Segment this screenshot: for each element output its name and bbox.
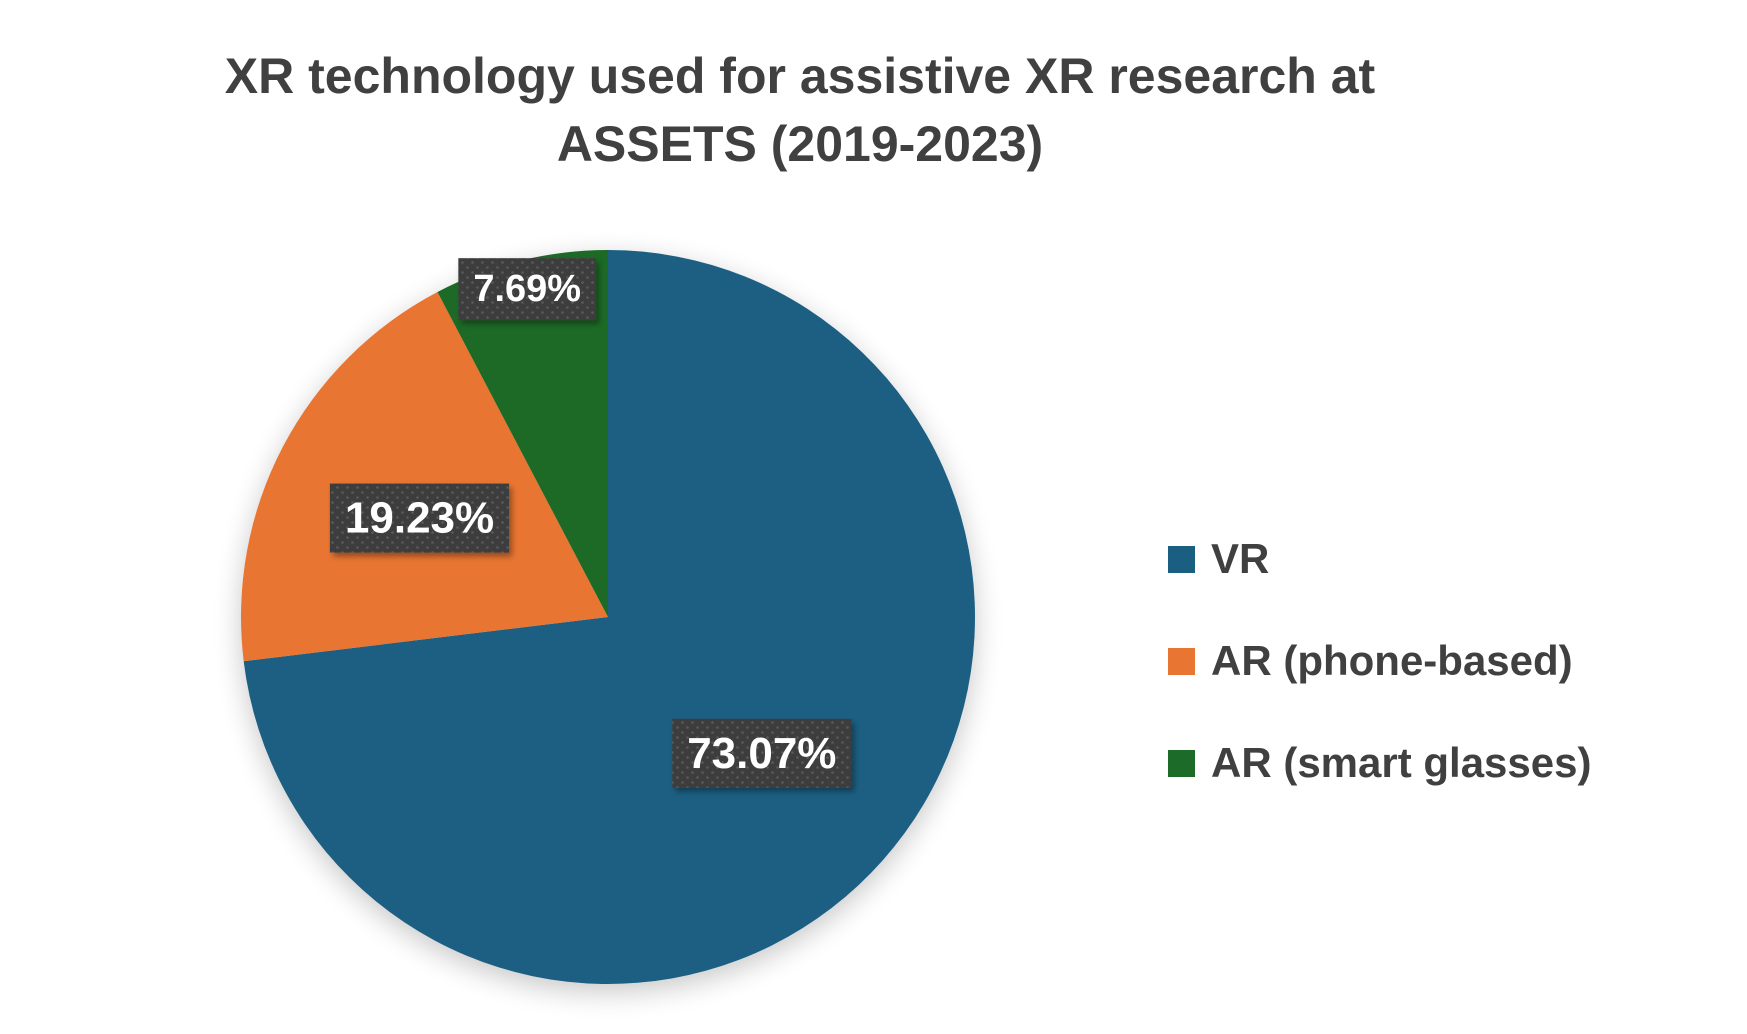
legend-item-ar-phone-based: AR (phone-based) xyxy=(1168,610,1591,712)
pie-slice-ar-smart-glasses xyxy=(437,250,608,617)
data-label-box-ar-phone-based xyxy=(329,483,510,553)
data-label-text-ar-smart-glasses: 7.69% xyxy=(473,268,581,310)
legend-swatch-ar-phone-based xyxy=(1168,647,1195,675)
legend-swatch-ar-smart-glasses xyxy=(1168,749,1195,777)
data-label-ar-phone-based: 19.23% xyxy=(329,483,510,553)
legend-swatch-vr xyxy=(1168,545,1195,573)
data-label-box-ar-smart-glasses xyxy=(458,258,597,321)
pie-data-labels: 73.07% 19.23% 7.69% xyxy=(329,258,852,788)
pie-slices xyxy=(241,250,975,984)
pie-slice-ar-phone-based xyxy=(241,292,609,662)
data-label-text-vr: 73.07% xyxy=(687,729,836,778)
legend-label-vr: VR xyxy=(1211,535,1270,582)
chart-title: XR technology used for assistive XR rese… xyxy=(224,48,1376,172)
legend-label-ar-smart-glasses: AR (smart glasses) xyxy=(1211,739,1592,786)
pie-slice-vr xyxy=(243,250,975,984)
legend: VR AR (phone-based) AR (smart glasses) xyxy=(1168,508,1591,814)
legend-item-vr: VR xyxy=(1168,508,1591,610)
data-label-vr: 73.07% xyxy=(672,718,852,788)
legend-label-ar-phone-based: AR (phone-based) xyxy=(1211,637,1573,684)
legend-item-ar-smart-glasses: AR (smart glasses) xyxy=(1168,712,1591,814)
data-label-ar-smart-glasses: 7.69% xyxy=(458,258,597,321)
data-label-box-vr xyxy=(672,718,852,788)
data-label-text-ar-phone-based: 19.23% xyxy=(345,494,494,543)
